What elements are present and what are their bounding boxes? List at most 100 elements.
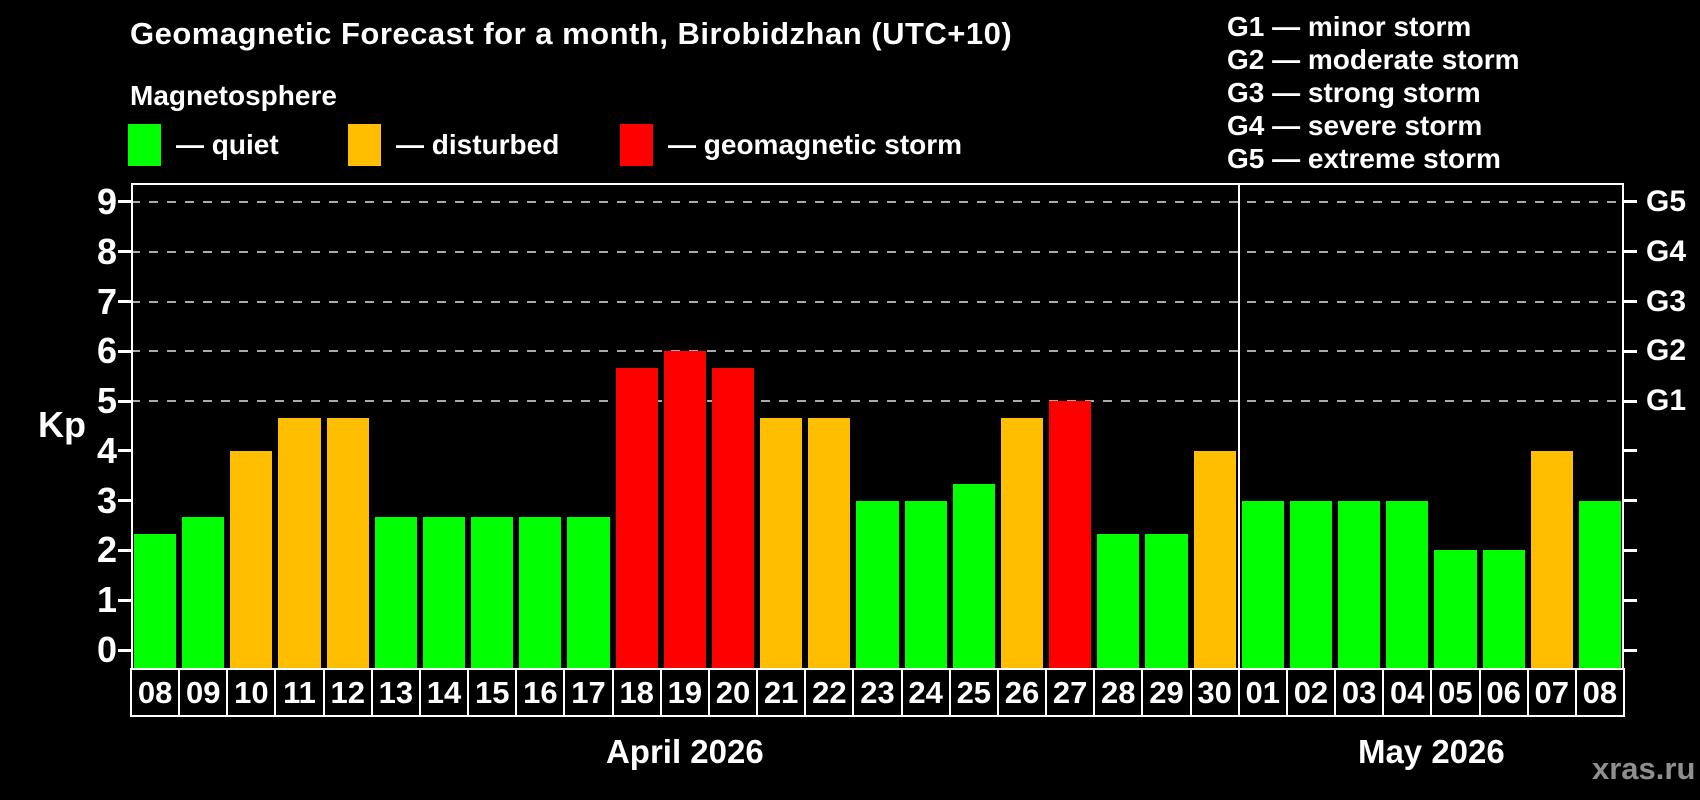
- legend-swatch-quiet: [128, 124, 161, 166]
- right-axis-label-g4: G4: [1646, 234, 1687, 268]
- date-cell-17: 17: [563, 668, 614, 717]
- y-axis-tick-right-9: [1624, 200, 1637, 204]
- watermark: xras.ru: [1592, 751, 1696, 786]
- y-axis-tick-right-1: [1624, 598, 1637, 602]
- gridline-kp9: [131, 200, 1624, 203]
- kp-bar-08: [1578, 500, 1621, 668]
- date-cell-03: 03: [1334, 668, 1385, 717]
- kp-bar-02: [1289, 500, 1333, 668]
- date-cell-13: 13: [370, 668, 421, 717]
- month-label-1: May 2026: [1357, 733, 1505, 770]
- storm-scale-line-g2: G2 — moderate storm: [1227, 44, 1520, 75]
- y-axis-tick-right-7: [1624, 300, 1637, 304]
- date-cell-12: 12: [322, 668, 373, 717]
- kp-bar-30: [1193, 450, 1236, 668]
- y-axis-tick-right-3: [1624, 499, 1637, 503]
- y-axis-label-2: 2: [96, 529, 117, 571]
- date-cell-26: 26: [996, 668, 1048, 717]
- month-label-0: April 2026: [605, 733, 764, 770]
- date-cell-28: 28: [1093, 668, 1144, 717]
- date-cell-24: 24: [900, 668, 951, 717]
- gridline-kp7: [131, 300, 1624, 303]
- date-cell-22: 22: [804, 668, 855, 717]
- gridline-kp6: [131, 350, 1624, 353]
- y-axis-tick-right-8: [1624, 250, 1637, 254]
- y-axis-label-3: 3: [96, 479, 117, 521]
- date-cell-20: 20: [707, 668, 759, 717]
- kp-bar-09: [182, 517, 225, 668]
- storm-scale-line-g3: G3 — strong storm: [1227, 77, 1481, 108]
- gridline-kp8: [131, 250, 1624, 253]
- storm-scale-line-g5: G5 — extreme storm: [1227, 143, 1501, 174]
- month-separator-line: [1237, 183, 1240, 670]
- y-axis-tick-right-4: [1624, 449, 1637, 453]
- date-cell-16: 16: [515, 668, 566, 717]
- kp-bar-07: [1530, 450, 1573, 668]
- right-axis-label-g5: G5: [1646, 184, 1687, 218]
- y-axis-tick-left-8: [118, 250, 131, 254]
- date-cell-11: 11: [274, 668, 325, 717]
- y-axis-tick-left-4: [118, 449, 131, 453]
- date-cell-01: 01: [1237, 668, 1288, 717]
- date-cell-21: 21: [756, 668, 807, 717]
- date-cell-02: 02: [1285, 668, 1337, 717]
- y-axis-tick-left-3: [118, 499, 131, 503]
- date-cell-19: 19: [659, 668, 710, 717]
- legend-swatch-disturbed: [348, 124, 381, 166]
- kp-bar-27: [1049, 401, 1092, 668]
- kp-bar-14: [422, 517, 466, 668]
- date-cell-06: 06: [1478, 668, 1529, 717]
- storm-scale-line-g1: G1 — minor storm: [1227, 11, 1472, 42]
- legend-swatch-storm: [620, 124, 653, 166]
- gridline-kp5: [131, 400, 1624, 403]
- kp-bar-24: [904, 500, 947, 668]
- date-cell-08: 08: [1574, 668, 1625, 717]
- kp-bar-11: [278, 417, 321, 668]
- kp-bar-01: [1241, 500, 1284, 668]
- kp-bar-08: [134, 534, 177, 668]
- kp-bar-29: [1145, 534, 1188, 668]
- y-axis-tick-left-6: [118, 349, 131, 353]
- legend-label-quiet: — quiet: [176, 129, 279, 160]
- y-axis-tick-left-5: [118, 399, 131, 403]
- date-cell-27: 27: [1045, 668, 1096, 717]
- y-axis-tick-left-9: [118, 200, 131, 204]
- kp-bar-04: [1386, 500, 1429, 668]
- y-axis-tick-left-1: [118, 598, 131, 602]
- kp-bar-23: [856, 500, 899, 668]
- y-axis-title: Kp: [38, 404, 86, 445]
- right-axis-label-g3: G3: [1646, 284, 1687, 318]
- kp-bar-21: [760, 417, 803, 668]
- y-axis-tick-right-0: [1624, 648, 1637, 652]
- kp-bar-25: [952, 484, 995, 668]
- kp-bar-18: [615, 367, 658, 668]
- kp-bar-06: [1482, 550, 1525, 668]
- kp-bar-26: [1000, 417, 1044, 668]
- y-axis-tick-left-0: [118, 648, 131, 652]
- kp-bar-16: [519, 517, 562, 668]
- y-axis-label-7: 7: [96, 280, 117, 322]
- y-axis-label-6: 6: [96, 330, 117, 372]
- date-cell-14: 14: [418, 668, 470, 717]
- y-axis-tick-right-6: [1624, 349, 1637, 353]
- chart-subtitle: Magnetosphere: [130, 80, 337, 111]
- kp-bar-10: [230, 450, 273, 668]
- date-cell-15: 15: [467, 668, 518, 717]
- y-axis-tick-left-2: [118, 548, 131, 552]
- kp-bar-17: [567, 517, 610, 668]
- chart-title: Geomagnetic Forecast for a month, Birobi…: [130, 16, 1013, 51]
- y-axis-label-8: 8: [96, 230, 117, 272]
- y-axis-label-4: 4: [96, 429, 117, 471]
- date-cell-09: 09: [178, 668, 229, 717]
- y-axis-label-1: 1: [96, 579, 117, 621]
- kp-bar-20: [711, 367, 755, 668]
- storm-scale-line-g4: G4 — severe storm: [1227, 110, 1483, 141]
- y-axis-label-5: 5: [96, 380, 117, 422]
- kp-bar-03: [1338, 500, 1381, 668]
- right-axis-label-g1: G1: [1646, 384, 1687, 418]
- date-cell-07: 07: [1526, 668, 1577, 717]
- kp-bar-28: [1097, 534, 1140, 668]
